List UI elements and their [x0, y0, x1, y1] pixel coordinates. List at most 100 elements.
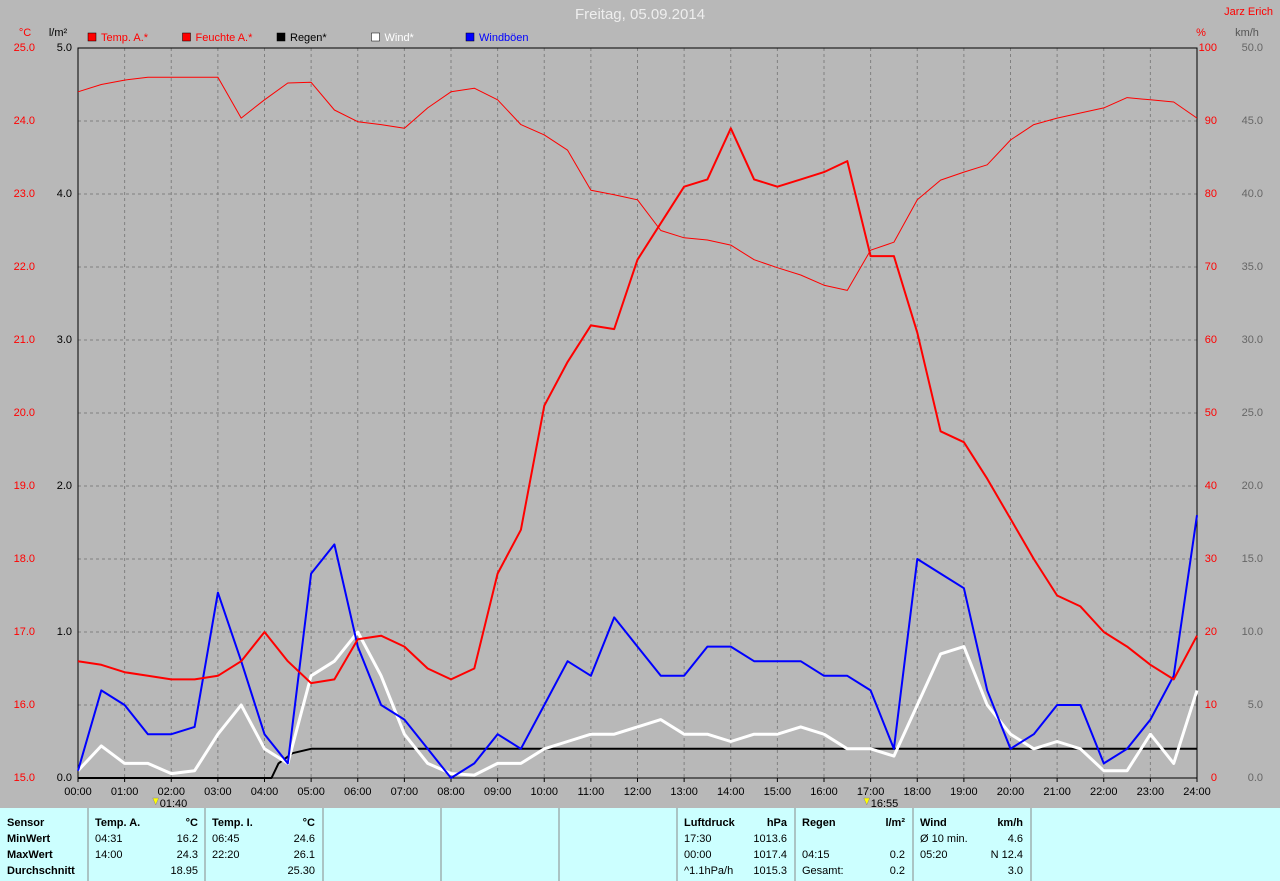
table-value: 26.1 — [294, 849, 315, 861]
y-tick-label: 20.0 — [1242, 480, 1263, 492]
y-tick-label: 5.0 — [1248, 699, 1263, 711]
table-value: 0.2 — [890, 849, 905, 861]
x-tick-label: 15:00 — [764, 786, 792, 798]
row-label: MaxWert — [7, 849, 53, 861]
x-tick-label: 11:00 — [578, 786, 605, 798]
y-tick-label: 100 — [1199, 42, 1217, 54]
table-value: 0.2 — [890, 865, 905, 877]
x-tick-label: 16:00 — [810, 786, 838, 798]
y-tick-label: 18.0 — [14, 553, 35, 565]
y-tick-label: 24.0 — [14, 115, 35, 127]
x-tick-label: 01:00 — [111, 786, 139, 798]
annotation-label: 16:55 — [871, 798, 899, 810]
legend-swatch — [87, 32, 97, 42]
y-tick-label: 25.0 — [14, 42, 35, 54]
table-value: 24.3 — [177, 849, 198, 861]
x-tick-label: 08:00 — [437, 786, 465, 798]
table-time: 04:15 — [802, 849, 830, 861]
y-tick-label: 0.0 — [1248, 772, 1263, 784]
table-value: 3.0 — [1008, 865, 1023, 877]
axis-unit: l/m² — [49, 27, 68, 39]
x-tick-label: 03:00 — [204, 786, 232, 798]
y-tick-label: 10.0 — [1242, 626, 1263, 638]
group-title: Luftdruck — [684, 817, 736, 829]
y-tick-label: 45.0 — [1242, 115, 1263, 127]
group-unit: °C — [186, 817, 198, 829]
y-tick-label: 15.0 — [14, 772, 35, 784]
legend-swatch — [465, 32, 475, 42]
table-background — [0, 808, 1280, 881]
y-tick-label: 0.0 — [57, 772, 72, 784]
x-tick-label: 22:00 — [1090, 786, 1118, 798]
table-time: Gesamt: — [802, 865, 844, 877]
y-tick-label: 3.0 — [57, 334, 72, 346]
table-value: 16.2 — [177, 833, 198, 845]
background — [0, 0, 1280, 808]
y-tick-label: 2.0 — [57, 480, 72, 492]
row-label: Durchschnitt — [7, 865, 75, 877]
y-tick-label: 50 — [1205, 407, 1217, 419]
table-value: 1015.3 — [753, 865, 787, 877]
y-tick-label: 20.0 — [14, 407, 35, 419]
legend-label: Feuchte A.* — [196, 32, 254, 44]
x-tick-label: 06:00 — [344, 786, 372, 798]
annotation-marker — [863, 797, 871, 806]
x-tick-label: 05:00 — [297, 786, 325, 798]
group-title: Wind — [920, 817, 947, 829]
axis-unit: km/h — [1235, 27, 1259, 39]
x-tick-label: 19:00 — [950, 786, 978, 798]
x-tick-label: 17:00 — [857, 786, 885, 798]
y-tick-label: 23.0 — [14, 188, 35, 200]
y-tick-label: 90 — [1205, 115, 1217, 127]
table-value: 18.95 — [170, 865, 198, 877]
row-label: Sensor — [7, 817, 45, 829]
group-title: Temp. A. — [95, 817, 140, 829]
y-tick-label: 50.0 — [1242, 42, 1263, 54]
author: Jarz Erich — [1224, 6, 1273, 18]
group-unit: l/m² — [885, 817, 905, 829]
group-unit: km/h — [997, 817, 1023, 829]
group-title: Temp. I. — [212, 817, 253, 829]
y-tick-label: 4.0 — [57, 188, 72, 200]
axis-unit: % — [1196, 27, 1206, 39]
y-tick-label: 70 — [1205, 261, 1217, 273]
series-line — [77, 127, 1198, 685]
x-tick-label: 02:00 — [157, 786, 185, 798]
x-tick-label: 09:00 — [484, 786, 512, 798]
legend-swatch — [276, 32, 286, 42]
x-tick-label: 04:00 — [251, 786, 279, 798]
x-tick-label: 24:00 — [1183, 786, 1211, 798]
table-value: 4.6 — [1008, 833, 1023, 845]
y-tick-label: 35.0 — [1242, 261, 1263, 273]
x-tick-label: 14:00 — [717, 786, 745, 798]
y-tick-label: 40 — [1205, 480, 1217, 492]
y-tick-label: 22.0 — [14, 261, 35, 273]
table-time: 00:00 — [684, 849, 712, 861]
legend-label: Windböen — [479, 32, 529, 44]
y-tick-label: 21.0 — [14, 334, 35, 346]
y-tick-label: 0 — [1211, 772, 1217, 784]
table-time: 22:20 — [212, 849, 240, 861]
y-tick-label: 19.0 — [14, 480, 35, 492]
x-tick-label: 13:00 — [670, 786, 698, 798]
y-tick-label: 15.0 — [1242, 553, 1263, 565]
y-tick-label: 1.0 — [57, 626, 72, 638]
legend-swatch — [182, 32, 191, 42]
series-line — [77, 515, 1198, 779]
y-tick-label: 10 — [1205, 699, 1217, 711]
series-line — [78, 747, 1197, 779]
table-time: 04:31 — [95, 833, 123, 845]
x-tick-label: 07:00 — [391, 786, 419, 798]
table-time: 06:45 — [212, 833, 240, 845]
group-unit: °C — [303, 817, 315, 829]
x-tick-label: 10:00 — [530, 786, 558, 798]
table-time: 05:20 — [920, 849, 948, 861]
y-tick-label: 16.0 — [14, 699, 35, 711]
chart-title: Freitag, 05.09.2014 — [575, 6, 705, 23]
legend-swatch — [371, 32, 380, 42]
x-tick-label: 21:00 — [1043, 786, 1071, 798]
series-line — [77, 76, 1198, 291]
y-tick-label: 80 — [1205, 188, 1217, 200]
table-value: 1017.4 — [753, 849, 787, 861]
annotation-marker — [152, 797, 160, 806]
